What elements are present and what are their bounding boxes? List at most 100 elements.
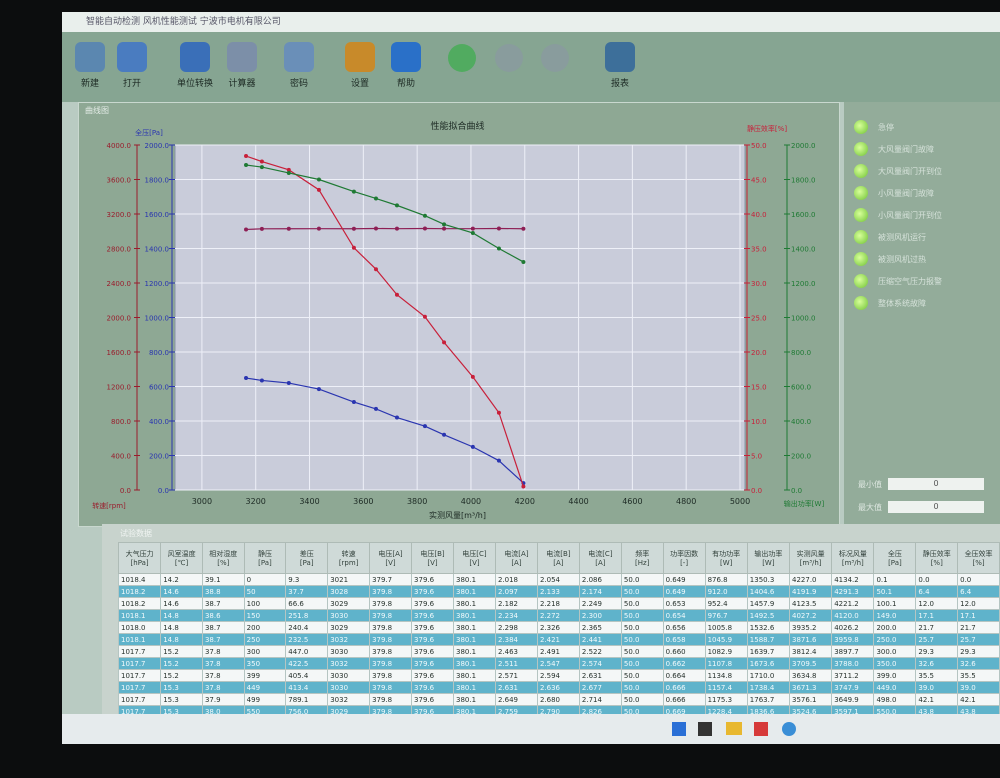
taskbar-icon[interactable] [754,722,768,736]
data-point [351,400,356,405]
table-cell: 1017.7 [117,657,162,670]
table-cell: 379.8 [369,597,413,610]
table-cell: 1404.6 [746,585,791,598]
control-button[interactable] [541,44,569,72]
panel-label: 曲线图 [85,106,109,115]
column-header: 电流[B] [A] [536,542,580,574]
toolbar-button[interactable]: 报表 [593,38,647,98]
fit-curve [245,155,524,487]
table-cell: 379.6 [411,681,454,694]
toolbar-button[interactable]: 密码 [272,38,326,98]
y-tick-label: 15.0 [751,384,767,392]
button-label: 计算器 [228,79,256,89]
y-tick-label: 0.0 [791,487,802,495]
column-header: 实测风量 [m³/h] [788,542,833,574]
table-cell: 0.1 [873,573,917,586]
table-cell: 3021 [327,573,371,586]
table-row: 1017.7 15.3 37.9 499 789.1 3032 379.8 379.6 380.… [117,693,1000,706]
y-tick-label: 5.0 [751,453,762,461]
status-item: 被测风机过热 [854,252,926,266]
field-value[interactable]: 0 [888,501,984,513]
table-cell: 6.4 [957,585,1000,598]
table-cell: 32.6 [957,657,1000,670]
table-cell: 4221.2 [831,597,875,610]
table-cell: 50.0 [620,585,664,598]
column-header: 电流[A] [A] [494,542,538,574]
control-button[interactable] [448,44,476,72]
fit-curve [245,377,524,484]
axis-label: 输出功率[W] [784,499,825,508]
table-cell: 379.6 [411,657,454,670]
table-cell: 3576.1 [788,693,833,706]
table-cell: 3959.8 [831,633,875,646]
toolbar-button[interactable]: 帮助 [379,38,433,98]
table-cell: 399 [243,669,287,682]
status-item: 急停 [854,120,894,134]
data-point [394,292,399,297]
taskbar-icon[interactable] [726,722,742,735]
taskbar-icon[interactable] [698,722,712,736]
icon [345,42,375,72]
toolbar-button[interactable]: 设置 [333,38,387,98]
table-cell: 9.3 [285,573,329,586]
y-tick-label: 2400.0 [107,280,132,288]
table-cell: 379.8 [369,669,413,682]
toolbar-button[interactable]: 单位转换 [168,38,222,98]
table-cell: 498.0 [873,693,917,706]
toolbar-button[interactable]: 新建 [63,38,117,98]
table-cell: 4134.2 [831,573,875,586]
toolbar-button[interactable]: 打开 [105,38,159,98]
table-cell: 449 [243,681,287,694]
table-cell: 2.463 [494,645,538,658]
y-tick-label: 35.0 [751,246,767,254]
icon [227,42,257,72]
table-cell: 50.0 [620,681,664,694]
table-cell: 2.522 [578,645,622,658]
taskbar-icon[interactable] [782,722,796,736]
table-cell: 35.5 [957,669,1000,682]
status-led [854,252,868,266]
fit-curve [246,227,524,231]
table-cell: 2.133 [536,585,580,598]
table-cell: 3897.7 [831,645,875,658]
data-point [394,226,399,231]
chart-title: 性能拟合曲线 [430,120,484,132]
table-cell: 50.0 [620,597,664,610]
table-cell: 449.0 [873,681,917,694]
y-tick-label: 1600.0 [791,211,816,219]
table-cell: 2.298 [494,621,538,634]
column-header: 频率 [Hz] [620,542,664,574]
y-tick-label: 1400.0 [145,246,170,254]
table-cell: 2.649 [494,693,538,706]
button-label: 单位转换 [176,79,213,89]
table-cell: 379.6 [411,669,454,682]
y-tick-label: 1000.0 [791,315,816,323]
field-value[interactable]: 0 [888,478,984,490]
start-icon[interactable] [672,722,686,736]
y-tick-label: 600.0 [149,384,169,392]
data-point [286,170,291,175]
table-cell: 1673.6 [746,657,791,670]
y-tick-label: 1400.0 [791,246,816,254]
table-cell: 1018.1 [117,609,162,622]
icon [391,42,421,72]
y-tick-label: 1600.0 [145,211,170,219]
data-point [351,189,356,194]
status-led [854,164,868,178]
y-tick-label: 4000.0 [107,142,132,150]
table-cell: 413.4 [285,681,329,694]
table-cell: 0.653 [662,597,706,610]
table-cell: 912.0 [704,585,748,598]
table-cell: 251.8 [285,609,329,622]
table-row: 1018.2 14.6 38.8 50 37.7 3028 379.8 379.6 380.1 2… [117,585,1000,598]
table-cell: 1017.7 [117,681,162,694]
data-point [496,458,501,463]
table-cell: 37.8 [201,657,245,670]
column-header: 功率因数 [-] [662,542,706,574]
control-button[interactable] [495,44,523,72]
y-tick-label: 25.0 [751,315,767,323]
toolbar-button[interactable]: 计算器 [215,38,269,98]
data-point [373,406,378,411]
table-cell: 3030 [327,681,371,694]
table-cell: 379.8 [369,585,413,598]
